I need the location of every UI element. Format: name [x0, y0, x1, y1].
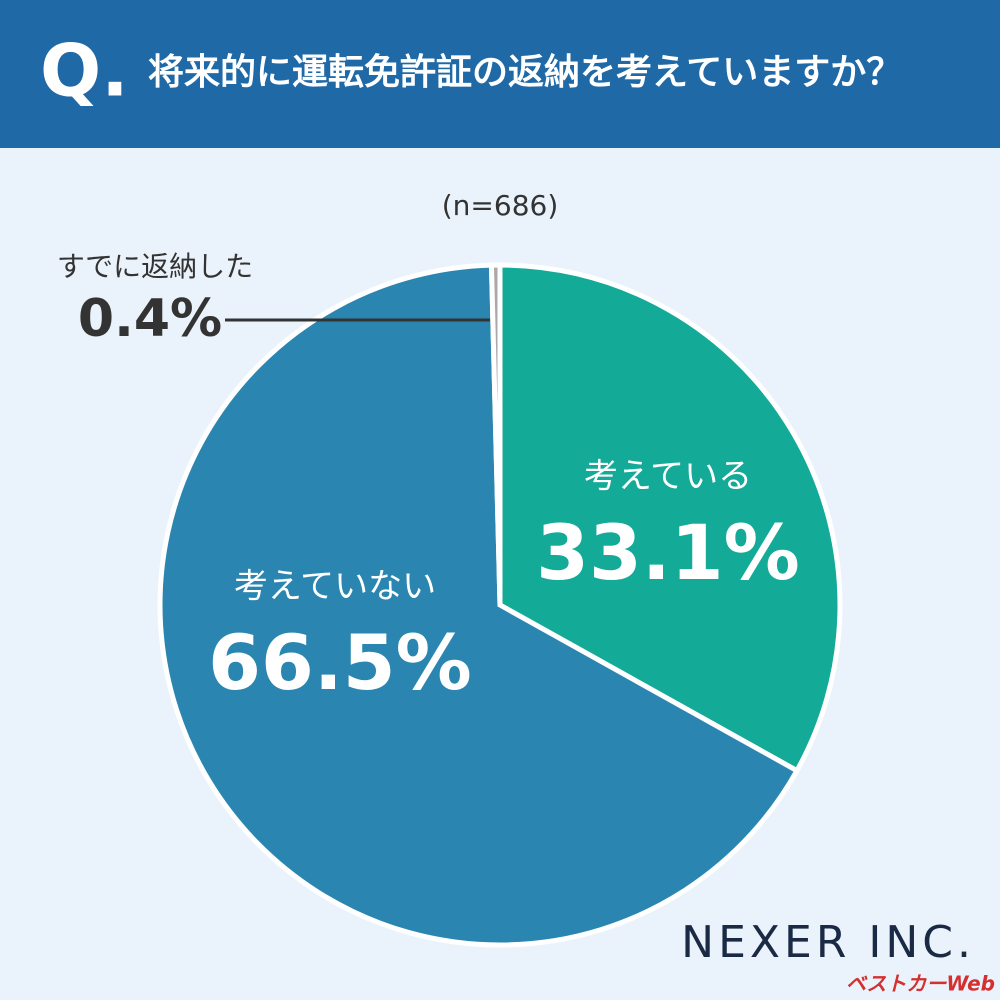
- value-label: 33.1%: [536, 508, 800, 597]
- value-label: 0.4%: [78, 289, 222, 349]
- category-label: 考えていない: [234, 567, 436, 607]
- value-label: 66.5%: [208, 618, 472, 707]
- pie-slice: [488, 262, 503, 606]
- question-mark: Q.: [40, 29, 129, 113]
- pie-slice: [497, 262, 843, 775]
- pie-slice: [157, 262, 801, 948]
- brand: NEXER INC.: [681, 917, 975, 968]
- watermark: ベストカーWeb: [846, 972, 995, 996]
- pie: [157, 262, 843, 948]
- header-bar: [0, 0, 1000, 148]
- chart-title: 将来的に運転免許証の返納を考えていますか？: [148, 52, 902, 93]
- subtitle: (n=686): [442, 189, 559, 222]
- category-label: 考えている: [584, 457, 752, 497]
- category-label: すでに返納した: [57, 250, 253, 283]
